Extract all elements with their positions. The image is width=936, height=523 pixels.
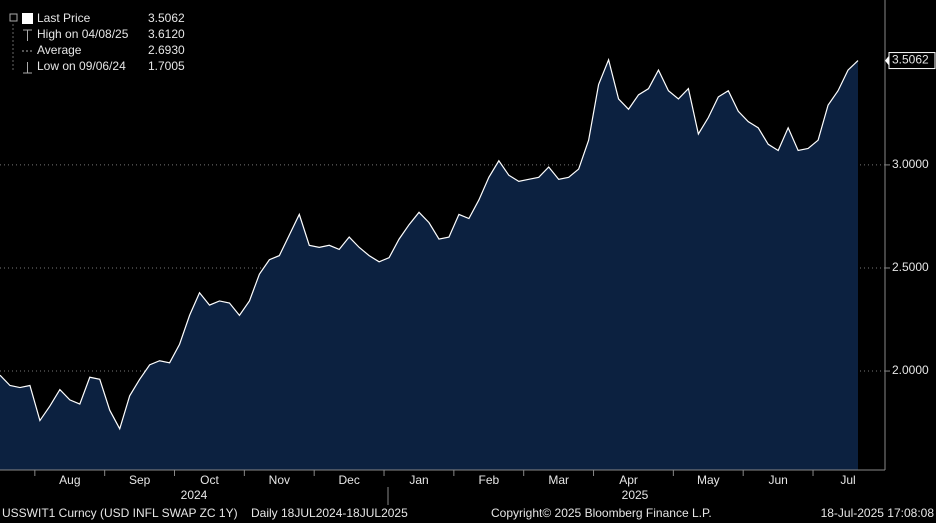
y-tick-label: 3.0000 bbox=[892, 157, 929, 171]
last-price-label: 3.5062 bbox=[892, 53, 929, 67]
legend-label: Last Price bbox=[37, 11, 91, 25]
legend-label: Low on 09/06/24 bbox=[37, 59, 126, 73]
x-tick-label: May bbox=[697, 473, 720, 487]
footer-range: Daily 18JUL2024-18JUL2025 bbox=[251, 506, 408, 520]
legend-label: Average bbox=[37, 43, 82, 57]
plot-area bbox=[0, 57, 885, 470]
last-price-box bbox=[888, 52, 936, 70]
footer-security: USSWIT1 Curncy (USD INFL SWAP ZC 1Y) bbox=[2, 506, 238, 520]
legend: Last Price 3.5062 High on 04/08/25 3.6120 Av… bbox=[37, 11, 185, 73]
year-label: 2025 bbox=[622, 488, 649, 502]
line bbox=[0, 57, 859, 431]
x-tick-label: Apr bbox=[619, 473, 638, 487]
y-tick-label: 2.0000 bbox=[892, 363, 929, 377]
legend-value: 3.6120 bbox=[148, 27, 185, 41]
legend-value: 1.7005 bbox=[148, 59, 185, 73]
legend-value: 3.5062 bbox=[148, 11, 185, 25]
y-tick-label: 2.5000 bbox=[892, 260, 929, 274]
x-tick-label: Jun bbox=[769, 473, 788, 487]
footer-timestamp: 18-Jul-2025 17:08:08 bbox=[821, 506, 935, 520]
legend-label: High on 04/08/25 bbox=[37, 27, 129, 41]
x-tick-label: Nov bbox=[269, 473, 290, 487]
last-price-pointer bbox=[885, 55, 889, 66]
x-tick-label: Feb bbox=[479, 473, 500, 487]
legend-toggle bbox=[9, 13, 18, 22]
legend-icon bbox=[23, 29, 32, 41]
legend-swatch bbox=[22, 13, 33, 24]
x-tick-label: Aug bbox=[59, 473, 80, 487]
area bbox=[0, 59, 858, 470]
x-tick-label: Dec bbox=[339, 473, 360, 487]
x-tick-label: Sep bbox=[129, 473, 151, 487]
x-tick-label: Jul bbox=[840, 473, 855, 487]
x-tick-label: Oct bbox=[200, 473, 219, 487]
x-tick-label: Jan bbox=[409, 473, 428, 487]
year-label: 2024 bbox=[181, 488, 208, 502]
legend-box bbox=[4, 6, 192, 80]
x-tick-label: Mar bbox=[548, 473, 569, 487]
footer-copyright: Copyright© 2025 Bloomberg Finance L.P. bbox=[491, 506, 712, 520]
legend-icon bbox=[23, 62, 32, 74]
legend-value: 2.6930 bbox=[148, 43, 185, 57]
